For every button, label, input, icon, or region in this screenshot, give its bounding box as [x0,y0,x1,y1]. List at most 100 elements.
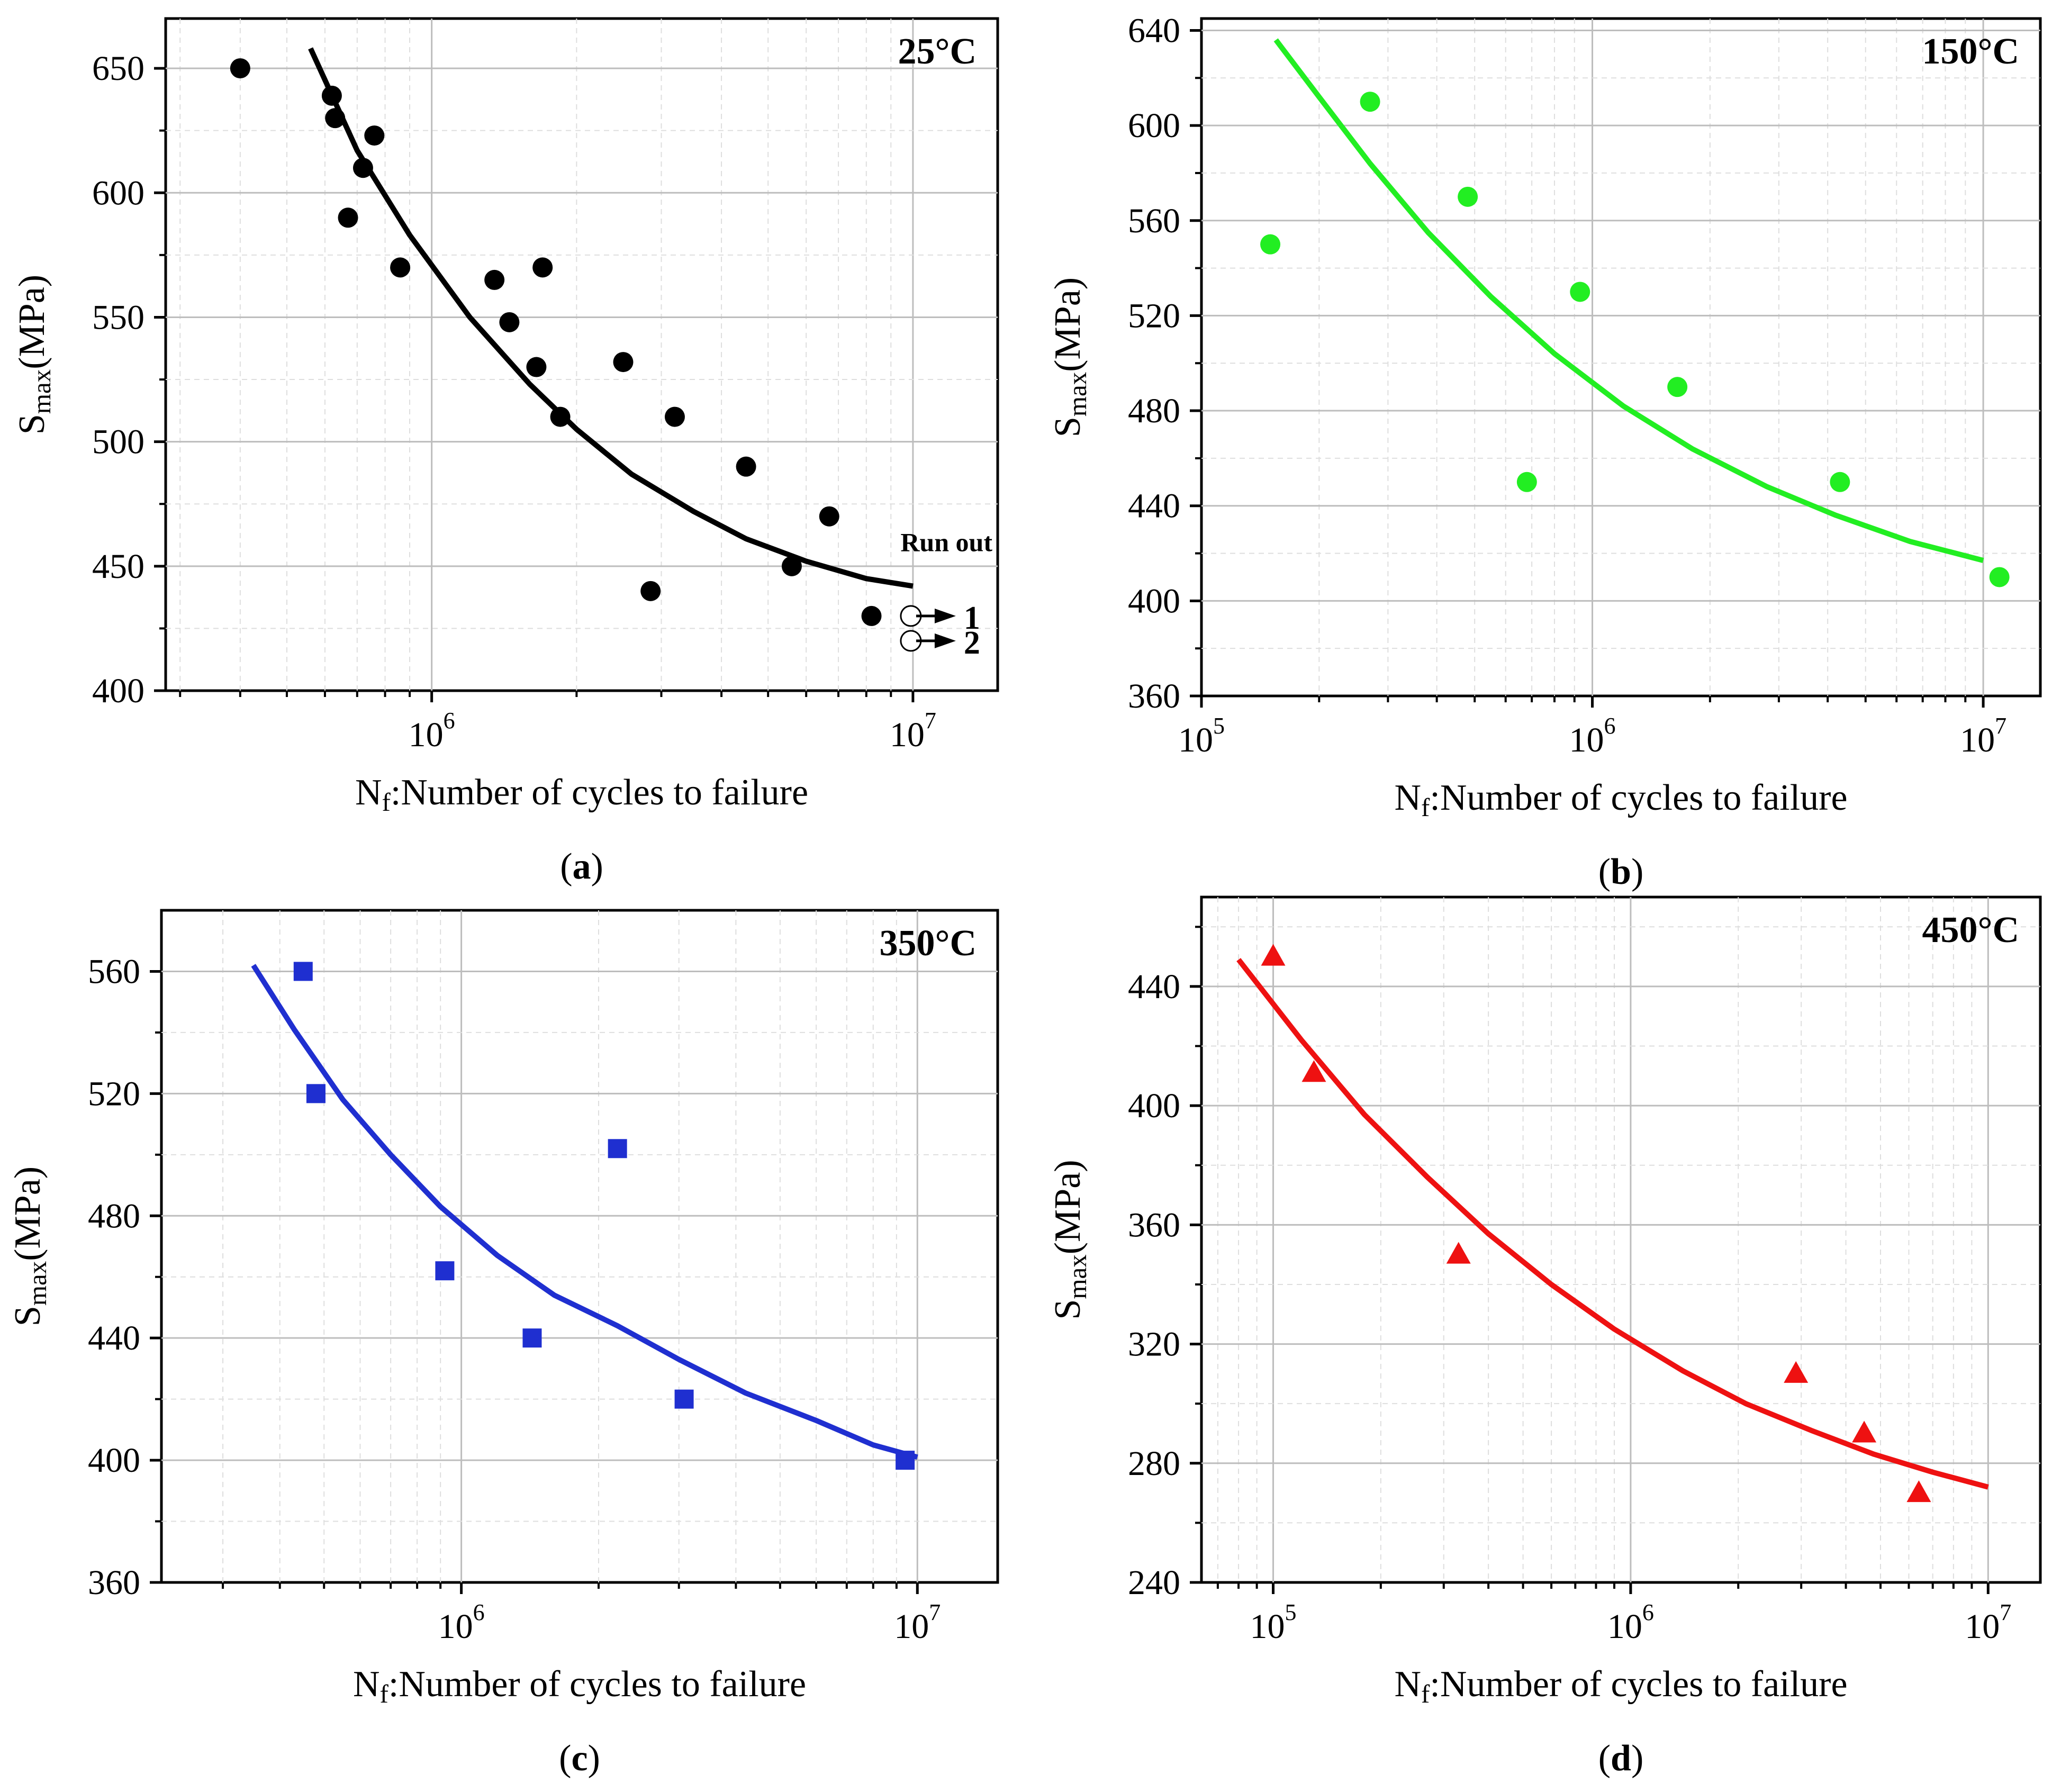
data-point [293,962,313,981]
x-axis: 105 106 107 [1216,1582,2011,1646]
data-point [664,406,685,427]
grid [1201,19,2040,696]
temperature-label: 450°C [1922,910,2019,951]
data-point [435,1261,455,1281]
x-tick-exponent: 7 [2000,1599,2011,1625]
plot-frame [1200,895,2042,1584]
runout-index-label: 2 [964,625,980,661]
x-tick-label: 107 [1960,713,2006,759]
x-tick-base: 10 [1250,1607,1285,1646]
x-title-sub: f [1421,793,1430,822]
y-tick-label: 550 [92,298,144,337]
data-point [819,506,839,527]
y-tick-label: 360 [88,1563,140,1602]
x-tick-label: 107 [1965,1599,2011,1646]
x-axis-title: Nf:Number of cycles to failure [355,772,808,817]
x-axis-title: Nf:Number of cycles to failure [1394,1664,1847,1708]
fit-curve [251,964,918,1460]
x-tick-base: 10 [409,716,444,754]
y-axis-title: Smax(MPa) [1047,1160,1092,1319]
x-axis-title: Nf:Number of cycles to failure [353,1664,806,1708]
x-tick-base: 10 [1960,721,1995,759]
data-point [1301,1060,1326,1082]
x-title-rest: :Number of cycles to failure [388,1664,806,1705]
x-title-main: N [1394,777,1421,818]
runout-arrow-head [934,608,956,623]
data-point [613,352,634,373]
y-axis-title: Smax(MPa) [12,275,56,435]
data-point [338,207,358,228]
x-tick-label: 105 [1178,713,1225,759]
runout-markers: 12 [900,600,980,661]
temperature-label: 150°C [1922,31,2019,72]
data-point [781,556,802,576]
fit-curve [1236,958,1989,1490]
y-title-main: S [7,1306,48,1326]
runout-index-label: 1 [964,600,980,636]
y-axis-title: Smax(MPa) [7,1166,52,1326]
fit-curve [1273,38,1984,563]
y-title-rest: (MPa) [12,275,52,369]
temperature-label: 25°C [898,31,977,72]
data-point [522,1328,542,1348]
data-point [526,357,547,377]
panel-letter: a [573,846,591,887]
x-axis-title: Nf:Number of cycles to failure [1394,777,1847,822]
y-tick-label: 400 [88,1441,140,1480]
grid [166,19,998,691]
plot-frame [164,17,999,692]
runout-label: Run out [900,528,992,557]
panel-caption: (c) [559,1738,600,1779]
x-tick-exponent: 7 [1995,713,2006,739]
x-tick-base: 10 [894,1607,929,1646]
data-point [1667,377,1688,397]
x-tick-exponent: 5 [1213,713,1225,739]
x-tick-base: 10 [1965,1607,2000,1646]
x-title-sub: f [1421,1679,1430,1708]
y-title-sub: max [27,369,56,414]
y-tick-label: 440 [1128,967,1180,1006]
data-point [1260,234,1281,255]
x-tick-exponent: 7 [925,708,936,734]
x-axis: 106 107 [222,1582,941,1646]
data-point [1360,92,1380,112]
y-tick-label: 560 [1128,202,1180,240]
x-title-main: N [353,1664,380,1705]
data-point [1446,1242,1471,1264]
y-tick-label: 520 [1128,296,1180,335]
plot-frame [160,909,999,1584]
x-title-sub: f [382,788,391,817]
y-tick-label: 440 [88,1319,140,1357]
y-tick-label: 480 [88,1197,140,1235]
x-tick-exponent: 6 [1604,713,1616,739]
temperature-label: 350°C [879,923,977,964]
x-tick-label: 105 [1250,1599,1297,1646]
data-point [321,85,342,106]
x-tick-exponent: 6 [473,1599,485,1625]
data-point [1830,472,1850,492]
fit-curve [308,47,914,589]
y-axis: 400 450 500 550 600 650 [92,49,166,710]
y-axis: 360 400 440 480 520 560 600 640 [1128,11,1201,716]
x-tick-base: 10 [1607,1607,1642,1646]
data-points [1260,92,2010,587]
y-tick-label: 640 [1128,11,1180,50]
y-title-main: S [1047,1299,1088,1320]
y-axis: 360 400 440 480 520 560 [88,952,161,1602]
y-axis-title: Smax(MPa) [1047,277,1092,437]
x-tick-exponent: 5 [1285,1599,1297,1625]
data-point [1458,186,1478,207]
x-title-rest: :Number of cycles to failure [1430,1664,1847,1705]
data-point [861,605,882,626]
x-title-rest: :Number of cycles to failure [391,772,808,813]
x-tick-exponent: 6 [444,708,455,734]
y-axis: 240 280 320 360 400 440 [1128,926,1201,1602]
x-tick-label: 107 [894,1599,941,1646]
x-tick-label: 106 [438,1599,485,1646]
panel-letter: b [1611,852,1631,892]
grid [161,910,998,1582]
x-tick-label: 107 [890,708,936,754]
data-point [1261,944,1286,966]
